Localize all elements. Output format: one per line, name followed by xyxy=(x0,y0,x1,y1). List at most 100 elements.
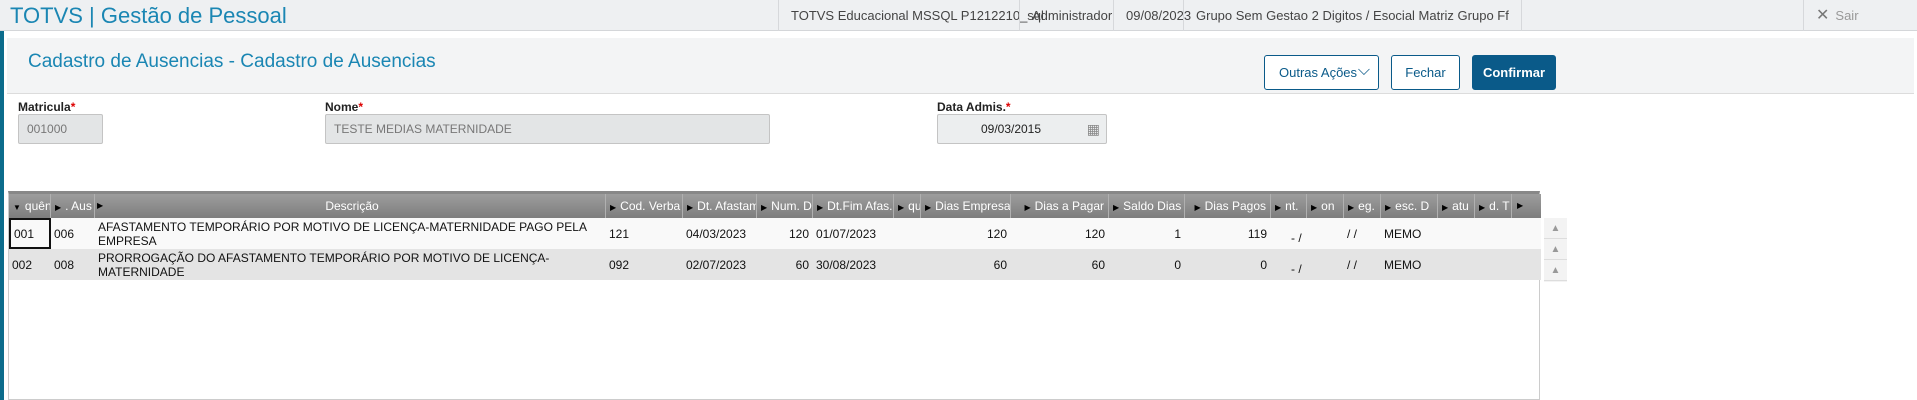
table-cell[interactable]: 01/07/2023 xyxy=(816,226,877,241)
column-header-label: . Aus xyxy=(65,199,92,213)
table-cell[interactable]: / / xyxy=(1347,226,1358,241)
table-cell[interactable]: 60 xyxy=(993,257,1007,272)
table-cell[interactable] xyxy=(1438,218,1475,249)
column-header[interactable]: ▶ Dias a Pagar xyxy=(1011,194,1109,218)
table-cell[interactable]: MEMO xyxy=(1384,257,1422,272)
table-cell[interactable]: PRORROGAÇÃO DO AFASTAMENTO TEMPORÁRIO PO… xyxy=(98,250,550,279)
table-cell[interactable]: 001 xyxy=(9,218,51,249)
table-cell[interactable]: 002 xyxy=(12,257,33,272)
column-header[interactable]: ▶ Dt. Afastam xyxy=(683,194,757,218)
table-row[interactable]: 002 008 PRORROGAÇÃO DO AFASTAMENTO TEMPORÁ… xyxy=(9,249,1541,280)
matricula-field[interactable]: 001000 xyxy=(18,114,103,144)
expand-arrow-icon: ▶ xyxy=(817,203,824,212)
column-header[interactable]: ▶ eg. xyxy=(1344,194,1381,218)
column-header[interactable]: ▶ qu xyxy=(894,194,921,218)
table-cell[interactable] xyxy=(894,249,921,280)
column-header[interactable]: ▶ Dias Empresa xyxy=(921,194,1011,218)
expand-arrow-icon: ▶ xyxy=(898,203,905,212)
expand-arrow-icon: ▶ xyxy=(1479,203,1486,212)
column-header-label: Dt. Afastam xyxy=(697,199,757,213)
table-cell[interactable]: 121 xyxy=(609,226,630,241)
table-cell[interactable]: 006 xyxy=(54,226,75,241)
nome-label: Nome* xyxy=(325,100,364,114)
table-cell[interactable]: 120 xyxy=(986,226,1007,241)
column-header[interactable]: ▶. Aus xyxy=(51,194,95,218)
column-header-label: on xyxy=(1321,199,1335,213)
table-cell[interactable]: / / xyxy=(1347,257,1358,272)
table-cell[interactable] xyxy=(894,218,921,249)
table-cell[interactable]: 120 xyxy=(1084,226,1105,241)
company: Grupo Sem Gestao 2 Digitos / Esocial Mat… xyxy=(1183,0,1522,31)
column-header-label: Saldo Dias xyxy=(1123,199,1182,213)
table-cell[interactable]: 119 xyxy=(1247,226,1267,241)
table-cell[interactable]: 0 xyxy=(1260,257,1267,272)
user-name: Administrador xyxy=(1019,0,1124,31)
column-header[interactable]: ▶Num. Dia xyxy=(757,194,813,218)
table-cell[interactable]: 008 xyxy=(54,257,75,272)
table-row[interactable]: 001 006 AFASTAMENTO TEMPORÁRIO POR MOTIVO … xyxy=(9,218,1541,249)
table-cell[interactable]: 60 xyxy=(795,257,809,272)
table-cell[interactable] xyxy=(1475,218,1512,249)
confirm-button[interactable]: Confirmar xyxy=(1472,55,1556,90)
table-cell[interactable]: 30/08/2023 xyxy=(816,257,877,272)
table-cell[interactable]: MEMO xyxy=(1384,226,1422,241)
expand-arrow-icon: ▶ xyxy=(761,203,768,212)
column-header-label: esc. D xyxy=(1395,199,1430,213)
table-cell[interactable]: 02/07/2023 xyxy=(686,257,747,272)
table-cell[interactable]: 1 xyxy=(1174,226,1181,241)
column-header-label: eg. xyxy=(1358,199,1375,213)
close-button[interactable]: Fechar xyxy=(1391,55,1460,90)
table-cell[interactable]: - / xyxy=(1291,262,1302,276)
column-header-label: atu xyxy=(1452,199,1469,213)
other-actions-button[interactable]: Outras Ações ⌵ xyxy=(1264,55,1379,90)
column-header[interactable]: ▼ quên xyxy=(9,194,51,218)
grid-header: ▼ quên ▶. Aus ▶ Descrição ▶ Cod. Verba ▶ Dt. Afa… xyxy=(9,194,1541,218)
table-cell[interactable]: 0 xyxy=(1174,257,1181,272)
column-header-label: nt. xyxy=(1285,199,1299,213)
nome-field[interactable]: TESTE MEDIAS MATERNIDADE xyxy=(325,114,770,144)
expand-arrow-icon: ▶ xyxy=(1517,201,1524,210)
column-header[interactable]: ▶ d. T xyxy=(1475,194,1512,218)
table-cell[interactable]: AFASTAMENTO TEMPORÁRIO POR MOTIVO DE LIC… xyxy=(98,219,587,248)
exit-button[interactable]: ✕ Sair xyxy=(1803,0,1917,31)
table-cell[interactable]: 60 xyxy=(1091,257,1105,272)
column-header[interactable]: ▶ on xyxy=(1307,194,1344,218)
scroll-up-icon[interactable]: ▲ xyxy=(1544,260,1567,281)
grid-scrollbar[interactable]: ▲ ▲ ▲ xyxy=(1544,218,1567,282)
column-header-label: Dias Pagos xyxy=(1204,199,1266,213)
table-cell[interactable] xyxy=(1475,249,1512,280)
table-cell[interactable] xyxy=(1307,249,1344,280)
app-brand: TOTVS | Gestão de Pessoal xyxy=(10,3,287,28)
column-header-label: Dias Empresa xyxy=(935,199,1011,213)
expand-arrow-icon: ▶ xyxy=(1442,203,1449,212)
expand-arrow-icon: ▶ xyxy=(1275,203,1282,212)
column-header[interactable]: ▶ esc. D xyxy=(1381,194,1438,218)
expand-arrow-icon: ▶ xyxy=(55,203,62,212)
column-header[interactable]: ▶ Dias Pagos xyxy=(1185,194,1271,218)
expand-arrow-icon: ▶ xyxy=(610,203,617,212)
matricula-label: Matricula* xyxy=(18,100,76,114)
column-header[interactable]: ▶ nt. xyxy=(1271,194,1307,218)
column-header[interactable]: ▶ Cod. Verba xyxy=(606,194,683,218)
column-header[interactable]: ▶ Saldo Dias xyxy=(1109,194,1185,218)
table-cell[interactable]: 120 xyxy=(788,226,809,241)
chevron-down-icon: ⌵ xyxy=(1357,62,1370,79)
table-cell[interactable] xyxy=(1438,249,1475,280)
column-header[interactable]: ▶ atu xyxy=(1438,194,1475,218)
table-cell[interactable] xyxy=(1307,218,1344,249)
column-header[interactable]: ▶ Dt.Fim Afas. xyxy=(813,194,894,218)
expand-arrow-icon: ▶ xyxy=(925,203,932,212)
column-header-label: Dt.Fim Afas. xyxy=(827,199,893,213)
table-cell[interactable]: - / xyxy=(1291,231,1302,245)
column-header-label: Num. Dia xyxy=(771,199,812,213)
calendar-icon[interactable]: ▦ xyxy=(1086,121,1100,137)
column-header-label: qu xyxy=(908,199,921,213)
scroll-top-icon[interactable]: ▲ xyxy=(1544,218,1567,239)
admis-date-field[interactable]: 09/03/2015 ▦ xyxy=(937,114,1107,144)
system-date: 09/08/2023 xyxy=(1113,0,1203,31)
table-cell[interactable]: 092 xyxy=(609,257,630,272)
column-header[interactable]: ▶ Descrição xyxy=(95,194,606,218)
scroll-page-up-icon[interactable]: ▲ xyxy=(1544,239,1567,260)
top-bar: TOTVS | Gestão de Pessoal TOTVS Educacio… xyxy=(0,0,1917,31)
table-cell[interactable]: 04/03/2023 xyxy=(686,226,747,241)
